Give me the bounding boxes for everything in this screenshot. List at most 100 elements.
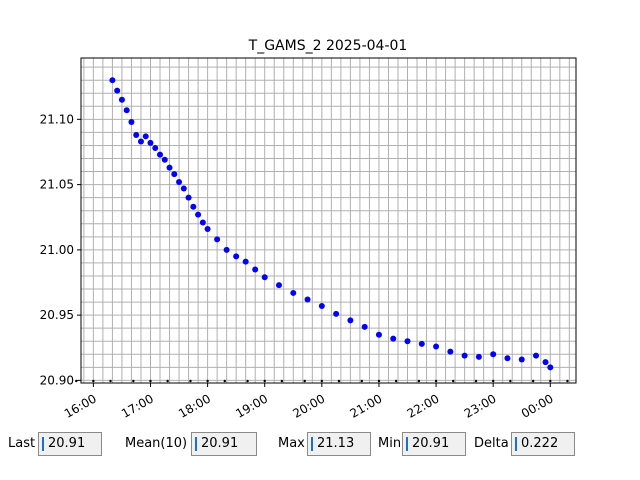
x-minor-tick <box>337 379 341 383</box>
data-point <box>128 118 135 125</box>
data-point <box>304 296 311 303</box>
y-tick-label: 21.10 <box>40 112 74 126</box>
data-point <box>123 107 130 114</box>
mean-label: Mean(10) <box>125 436 188 451</box>
x-minor-tick <box>377 379 381 383</box>
data-point <box>252 266 259 273</box>
x-minor-tick <box>206 379 209 383</box>
x-tick-label: 19:00 <box>233 391 270 420</box>
x-minor-tick <box>109 379 112 383</box>
y-tick-label: 20.95 <box>40 308 74 322</box>
data-point <box>223 246 230 253</box>
x-tick-label: 00:00 <box>519 391 556 420</box>
data-point <box>542 359 549 366</box>
x-minor-tick <box>417 379 421 383</box>
data-point <box>204 225 211 232</box>
mean-value-field[interactable]: 20.91 <box>191 432 257 456</box>
data-point <box>161 156 168 163</box>
axes: 20.90 20.95 21.00 21.05 21.10 16:00 17:00 18:00… <box>40 57 577 421</box>
data-point <box>190 203 197 210</box>
data-point <box>180 185 187 192</box>
x-minor-tick <box>394 379 398 383</box>
x-minor-tick <box>166 379 169 383</box>
x-minor-tick <box>509 379 512 383</box>
data-point <box>199 219 206 226</box>
data-points <box>109 77 554 371</box>
data-point <box>375 331 382 338</box>
data-point <box>490 351 497 358</box>
x-minor-tick <box>263 379 266 383</box>
data-point <box>533 352 540 359</box>
x-minor-tick <box>360 379 364 383</box>
min-label: Min <box>378 436 402 451</box>
data-point <box>233 253 240 260</box>
x-minor-tick <box>452 379 455 383</box>
x-tick-label: 16:00 <box>62 391 99 420</box>
data-point <box>404 338 411 345</box>
x-minor-tick <box>246 379 249 383</box>
last-value-field[interactable]: 20.91 <box>38 432 102 456</box>
data-point <box>214 236 221 243</box>
chart-title: T_GAMS_2 2025-04-01 <box>248 38 408 54</box>
data-point <box>118 96 125 103</box>
y-tick-label: 21.05 <box>40 178 74 192</box>
data-point <box>147 139 154 146</box>
x-minor-tick <box>434 379 438 383</box>
x-minor-tick <box>223 379 226 383</box>
data-point <box>261 274 268 281</box>
y-tick-label: 20.90 <box>40 373 74 387</box>
stats-bar: Last 20.91 Mean(10) 20.91 Max 21.13 Min … <box>0 430 640 460</box>
x-minor-tick <box>474 379 478 383</box>
data-point <box>333 310 340 317</box>
data-point <box>157 151 164 158</box>
x-minor-tick <box>531 379 535 383</box>
data-point <box>318 302 325 309</box>
data-point <box>185 194 192 201</box>
data-point <box>290 289 297 296</box>
delta-value-field[interactable]: 0.222 <box>511 432 575 456</box>
x-minor-tick <box>491 379 495 383</box>
data-point <box>137 138 144 145</box>
x-tick-label: 18:00 <box>176 391 213 420</box>
last-label: Last <box>8 436 36 451</box>
data-point <box>447 348 454 355</box>
x-minor-tick <box>303 379 306 383</box>
data-point <box>195 211 202 218</box>
data-point <box>114 87 121 94</box>
data-point <box>361 323 368 330</box>
data-point <box>142 133 149 140</box>
data-point <box>171 171 178 178</box>
x-minor-tick <box>189 379 192 383</box>
x-minor-tick <box>75 379 78 383</box>
data-point <box>242 258 249 265</box>
x-minor-tick <box>566 379 569 383</box>
delta-label: Delta <box>474 436 509 451</box>
x-minor-tick <box>549 379 552 383</box>
x-minor-tick <box>320 379 324 383</box>
data-point <box>390 335 397 342</box>
max-label: Max <box>278 436 305 451</box>
data-point <box>109 77 116 84</box>
data-point <box>475 353 482 360</box>
data-point <box>347 317 354 324</box>
data-point <box>504 355 511 362</box>
x-minor-tick <box>149 379 152 383</box>
chart: T_GAMS_2 2025-04-01 20.90 20.95 21.00 21.05… <box>40 38 577 421</box>
data-point <box>166 164 173 171</box>
min-value-field[interactable]: 20.91 <box>402 432 466 456</box>
data-point <box>133 132 140 139</box>
x-minor-tick <box>92 379 95 383</box>
data-point <box>152 145 159 152</box>
max-value-field[interactable]: 21.13 <box>307 432 371 456</box>
y-tick-label: 21.00 <box>40 243 74 257</box>
x-tick-label: 20:00 <box>290 391 327 420</box>
grid <box>81 58 576 383</box>
data-point <box>547 364 554 371</box>
data-point <box>518 356 525 363</box>
plot-frame <box>80 57 577 384</box>
data-point <box>276 282 282 289</box>
x-tick-label: 22:00 <box>405 391 442 420</box>
data-point <box>418 340 425 347</box>
x-tick-label: 17:00 <box>119 391 156 420</box>
x-minor-tick <box>132 379 135 383</box>
